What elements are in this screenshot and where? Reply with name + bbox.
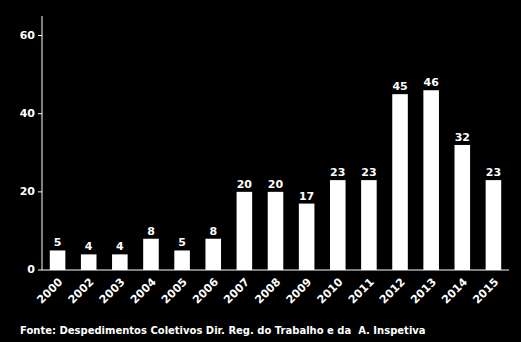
x-tick-label: 2008 xyxy=(252,276,283,307)
bar xyxy=(174,250,190,270)
chart-svg: 0204060200020022003200420052006200720082… xyxy=(0,0,521,342)
x-tick-label: 2007 xyxy=(221,276,252,307)
bar xyxy=(237,192,253,270)
bars xyxy=(50,90,501,270)
data-label: 23 xyxy=(330,166,345,179)
bar xyxy=(423,90,439,270)
data-label: 23 xyxy=(486,166,501,179)
bar xyxy=(486,180,502,270)
x-tick-label: 2000 xyxy=(34,275,65,306)
y-tick xyxy=(38,113,42,114)
x-tick-label: 2011 xyxy=(346,276,377,307)
data-label: 23 xyxy=(361,166,376,179)
bar xyxy=(392,94,408,270)
x-tick-label: 2010 xyxy=(315,275,346,306)
data-label: 5 xyxy=(54,236,62,249)
bar xyxy=(330,180,346,270)
bar xyxy=(205,239,221,270)
x-tick-label: 2015 xyxy=(470,276,501,307)
data-label: 5 xyxy=(178,236,186,249)
y-tick-label: 60 xyxy=(20,29,36,42)
x-tick-label: 2014 xyxy=(439,275,470,306)
y-tick-label: 40 xyxy=(20,107,36,120)
y-ticks: 0 20 40 60 xyxy=(20,29,42,276)
x-tick-label: 2013 xyxy=(408,276,439,307)
data-label: 8 xyxy=(209,225,217,238)
source-note: Fonte: Despedimentos Coletivos Dir. Reg.… xyxy=(20,325,426,336)
bar xyxy=(143,239,159,270)
y-axis-line xyxy=(42,16,43,270)
x-tick-label: 2009 xyxy=(284,276,315,307)
x-tick-label: 2006 xyxy=(190,275,221,306)
bar xyxy=(81,254,97,270)
x-tick-label: 2003 xyxy=(97,276,128,307)
x-tick-label: 2004 xyxy=(128,275,159,306)
bar xyxy=(455,145,471,270)
y-tick xyxy=(38,270,42,271)
data-label: 17 xyxy=(299,190,314,203)
data-label: 4 xyxy=(116,240,124,253)
data-label: 45 xyxy=(392,80,407,93)
bar xyxy=(50,250,66,270)
bar xyxy=(112,254,128,270)
bar xyxy=(299,204,315,270)
data-label: 46 xyxy=(424,76,440,89)
y-tick xyxy=(38,191,42,192)
x-tick-label: 2005 xyxy=(159,276,190,307)
data-label: 32 xyxy=(455,131,470,144)
data-label: 20 xyxy=(268,178,284,191)
x-tick-label: 2002 xyxy=(66,276,97,307)
y-tick xyxy=(38,35,42,36)
data-labels: 5 4 4 8 5 8 20 20 17 23 23 45 46 32 23 xyxy=(54,76,501,253)
chart-container: 0204060200020022003200420052006200720082… xyxy=(0,0,521,342)
bar xyxy=(361,180,377,270)
data-label: 8 xyxy=(147,225,155,238)
x-ticks: 2000200220032004200520062007200820092010… xyxy=(34,275,501,306)
bar xyxy=(268,192,284,270)
x-axis-line xyxy=(42,270,509,271)
y-tick-label: 20 xyxy=(20,185,36,198)
data-label: 4 xyxy=(85,240,93,253)
data-label: 20 xyxy=(237,178,253,191)
x-tick-label: 2012 xyxy=(377,276,408,307)
y-tick-label: 0 xyxy=(27,263,35,276)
